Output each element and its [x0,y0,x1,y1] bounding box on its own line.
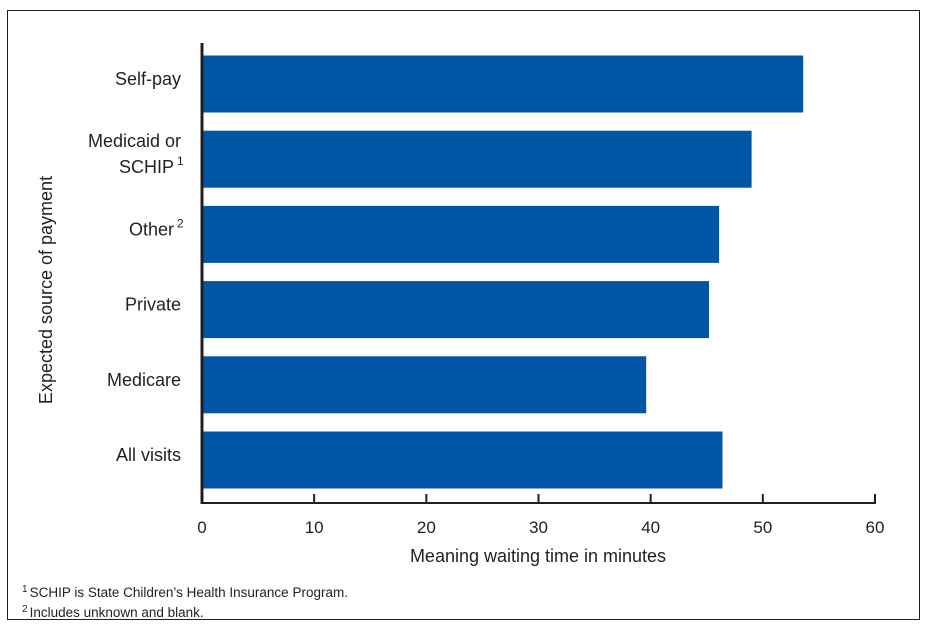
category-label-3: Private [125,295,181,315]
labels-layer: 0 10 20 30 40 50 60 Self-pay Medicaid or SCHIP 1 Ot… [88,69,885,537]
x-tick-label-1: 10 [305,518,324,537]
x-tick-label-5: 50 [753,518,772,537]
x-tick-label-3: 30 [529,518,548,537]
category-label-5: All visits [116,445,181,465]
category-superscript-2: 2 [177,216,184,230]
bar-1 [202,130,752,188]
footnote-2-mark: 2 [22,604,28,615]
bars-layer [202,55,804,489]
bar-chart: 0 10 20 30 40 50 60 Self-pay Medicaid or SCHIP 1 Ot… [36,43,885,566]
footnotes: 1 SCHIP is State Children’s Health Insura… [22,581,902,621]
category-label-1: Medicaid or SCHIP [88,131,181,177]
footnote-1-mark: 1 [22,584,28,595]
footnote-1-text: SCHIP is State Children’s Health Insuran… [29,585,348,600]
footnote-2-text: Includes unknown and blank. [29,605,204,620]
bar-0 [202,55,804,113]
x-tick-label-2: 20 [417,518,436,537]
y-axis-title: Expected source of payment [36,176,56,404]
footnote-1: 1 SCHIP is State Children’s Health Insura… [22,581,902,601]
category-label-2: Other [129,219,174,239]
bar-3 [202,281,709,339]
x-tick-label-0: 0 [197,518,206,537]
category-label-4: Medicare [107,370,181,390]
x-axis-title: Meaning waiting time in minutes [410,546,666,566]
category-label-0: Self-pay [115,69,181,89]
axes-layer [200,43,876,504]
x-tick-label-4: 40 [641,518,660,537]
x-tick-label-6: 60 [866,518,885,537]
bar-2 [202,205,720,263]
footnote-2: 2 Includes unknown and blank. [22,601,902,621]
category-superscript-1: 1 [177,154,184,168]
bar-5 [202,431,723,489]
bar-4 [202,356,647,414]
